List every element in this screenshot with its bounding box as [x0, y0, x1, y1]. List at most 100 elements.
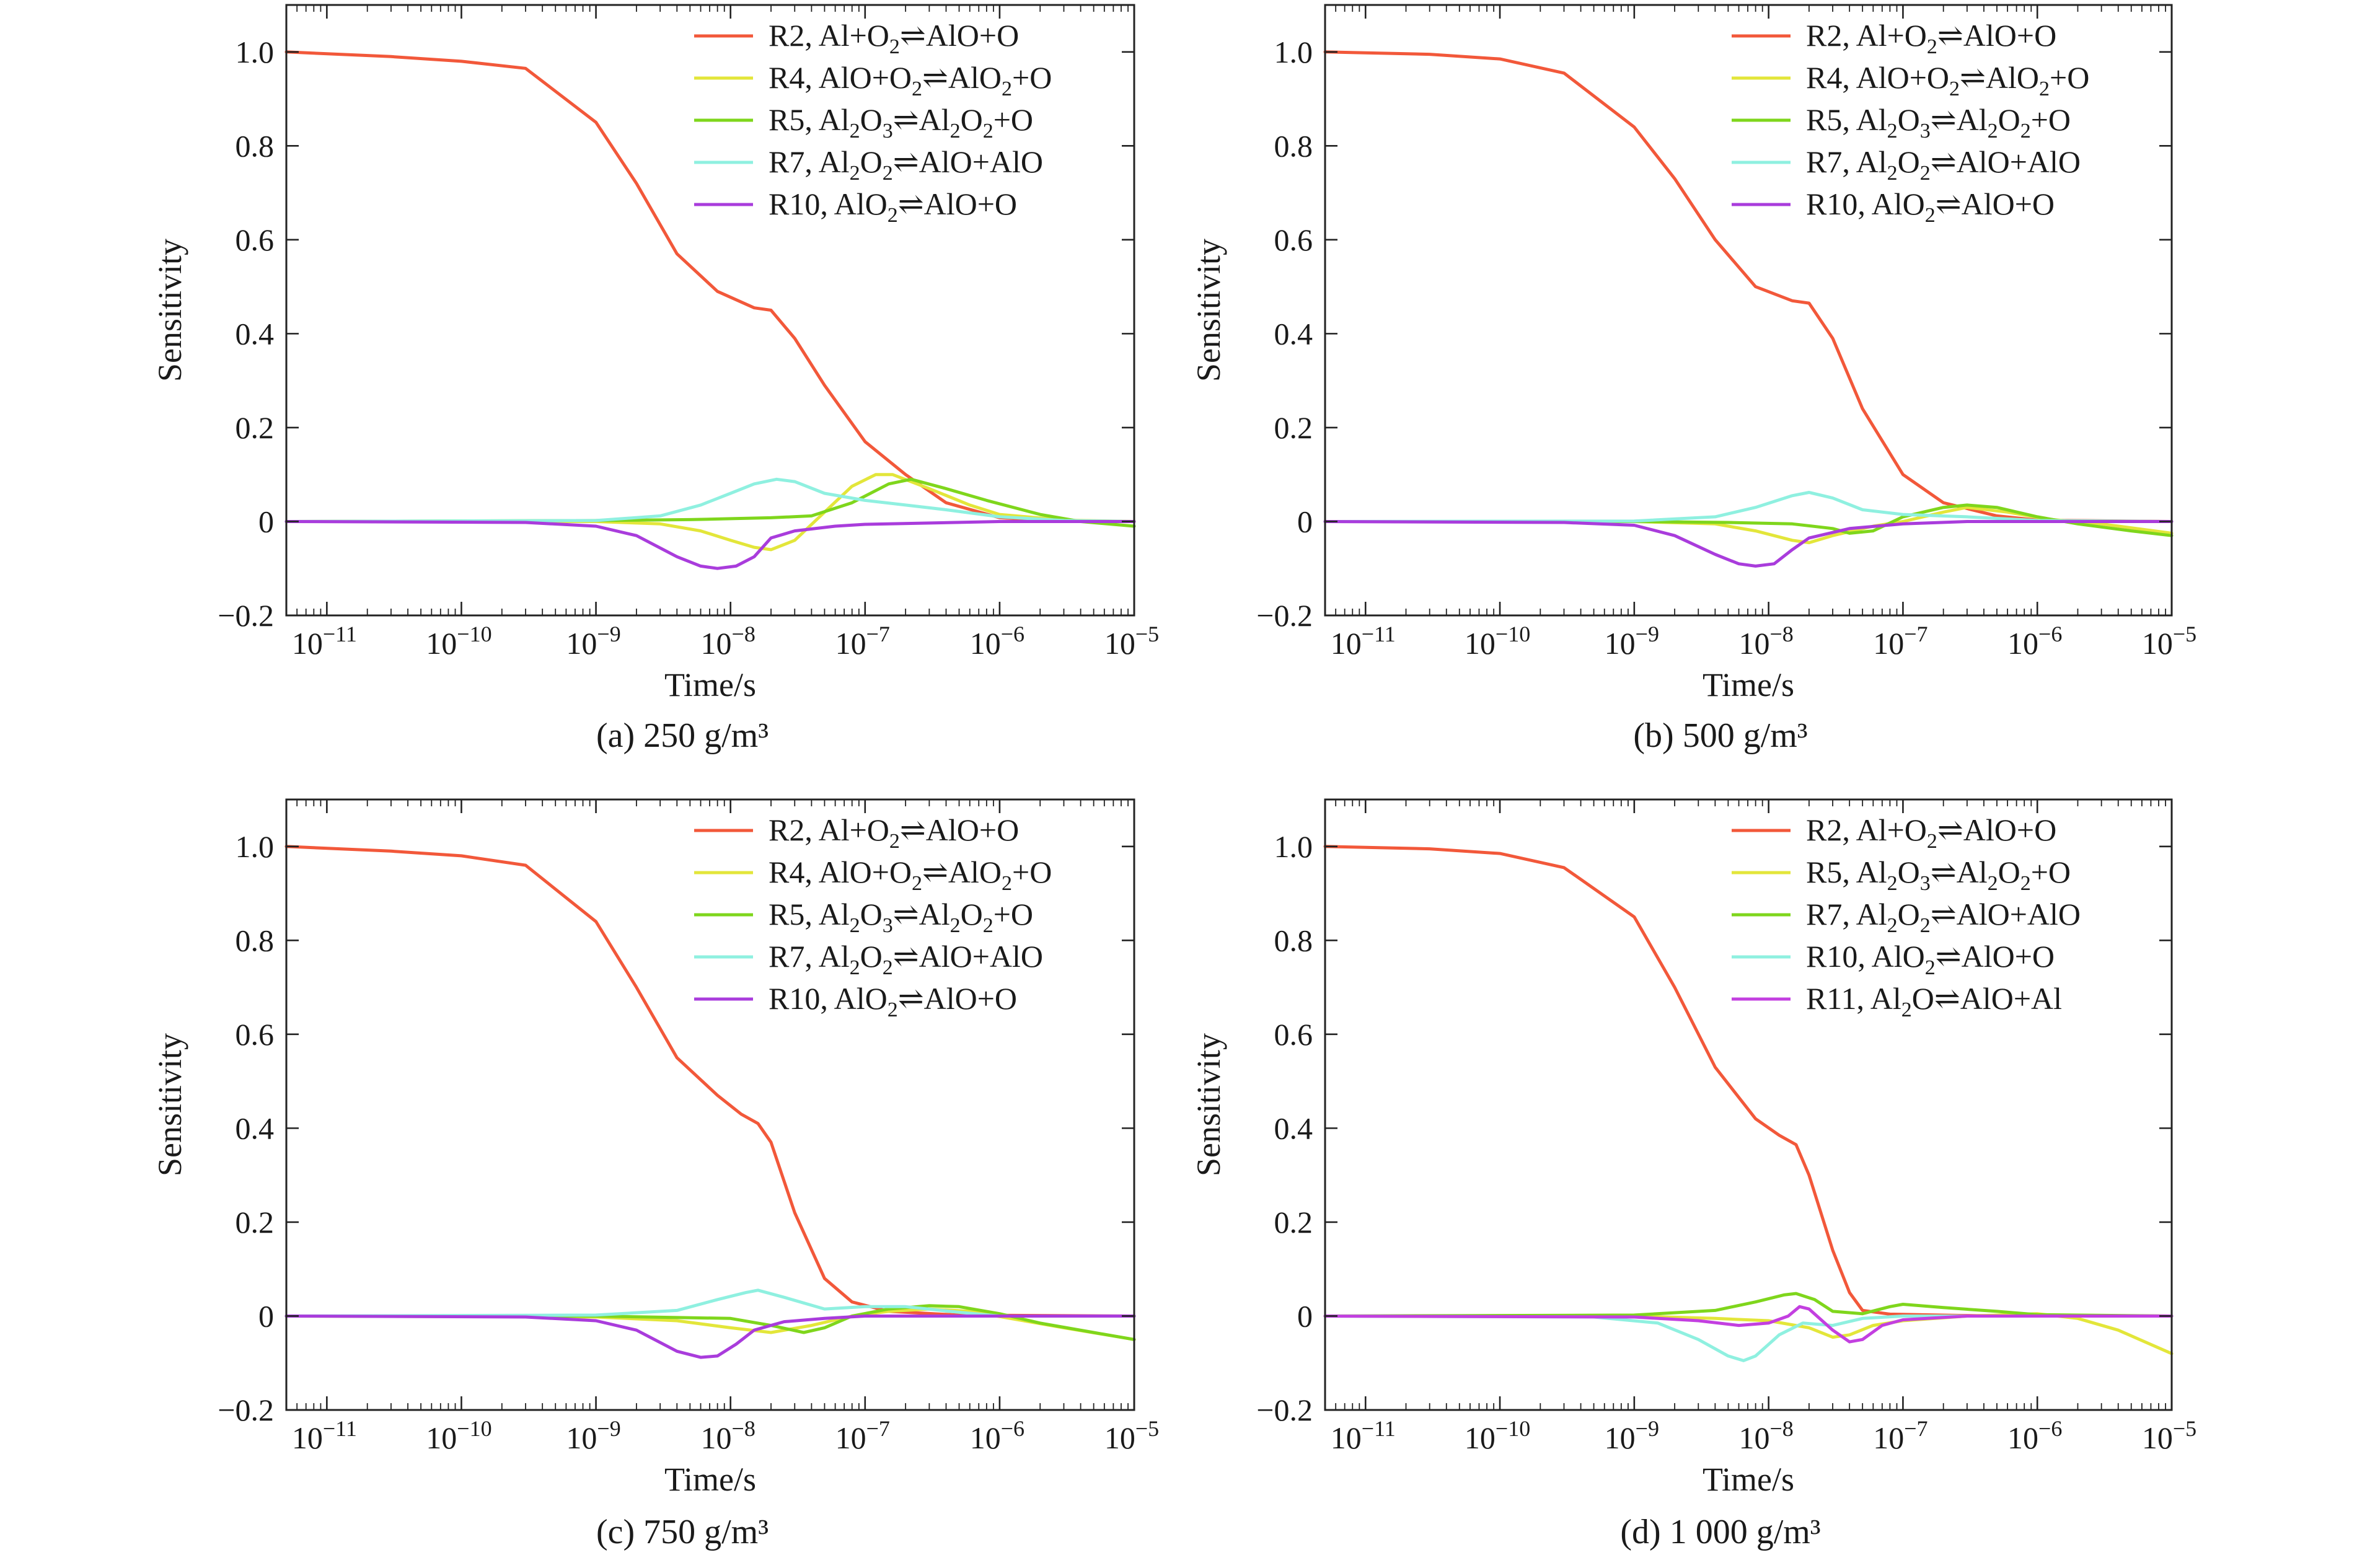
x-tick-label: 10−9 — [1605, 1416, 1659, 1455]
y-tick-label: 0 — [1297, 1298, 1313, 1333]
x-tick-label: 10−10 — [426, 1416, 491, 1455]
x-tick-base: 10 — [2007, 1420, 2038, 1455]
x-tick-exponent: −11 — [323, 1416, 357, 1441]
x-tick-exponent: −5 — [2173, 1416, 2196, 1441]
y-tick-label: 0.6 — [1274, 1017, 1313, 1052]
x-tick-base: 10 — [1605, 1420, 1636, 1455]
x-tick-base: 10 — [292, 626, 323, 661]
x-tick-base: 10 — [1873, 626, 1904, 661]
panel-caption: (d) 1 000 g/m³ — [1620, 1513, 1820, 1551]
y-tick-label: −0.2 — [218, 598, 274, 633]
y-tick-label: 0 — [258, 504, 274, 539]
panel-b: −0.200.20.40.60.81.010−11 10−10 10−9 10−8 10… — [1190, 4, 2196, 755]
x-tick-exponent: −8 — [1769, 1416, 1793, 1441]
panel-a: −0.200.20.40.60.81.010−11 10−10 10−9 10−8 10… — [151, 4, 1159, 755]
x-tick-exponent: −5 — [1135, 1416, 1159, 1441]
x-axis-title: Time/s — [1703, 1461, 1794, 1498]
series-line-2 — [284, 1307, 1136, 1341]
x-tick-base: 10 — [426, 626, 457, 661]
x-tick-exponent: −9 — [597, 622, 620, 646]
series-line-5 — [284, 520, 1136, 570]
y-axis-title: Sensitivity — [151, 239, 188, 382]
x-tick-base: 10 — [970, 1420, 1001, 1455]
x-tick-label: 10−5 — [1104, 622, 1159, 661]
legend-label-2: R5, Al2O3⇌Al2O2+O — [1806, 855, 2071, 895]
legend-label-1: R2, Al+O2⇌AlO+O — [1806, 18, 2056, 58]
x-tick-base: 10 — [701, 1420, 732, 1455]
y-tick-label: 0.6 — [236, 222, 275, 257]
series-line-3 — [284, 1304, 1136, 1341]
x-tick-label: 10−9 — [566, 622, 620, 661]
y-tick-label: −0.2 — [1256, 1393, 1313, 1427]
x-tick-exponent: −7 — [1904, 1416, 1927, 1441]
legend-label-3: R7, Al2O2⇌AlO+AlO — [1806, 897, 2081, 937]
x-tick-exponent: −5 — [1135, 622, 1159, 646]
series-line-4 — [1323, 491, 2174, 523]
x-tick-label: 10−10 — [1465, 1416, 1530, 1455]
series-line-5 — [1323, 520, 2174, 568]
y-axis-title: Sensitivity — [1190, 239, 1227, 382]
series-line-1 — [284, 50, 1136, 523]
legend-label-5: R10, AlO2⇌AlO+O — [769, 187, 1017, 227]
x-tick-base: 10 — [566, 1420, 597, 1455]
x-tick-exponent: −6 — [1001, 1416, 1024, 1441]
y-axis-title: Sensitivity — [1190, 1033, 1227, 1176]
x-tick-base: 10 — [970, 626, 1001, 661]
y-tick-label: 0.8 — [236, 128, 275, 163]
x-tick-label: 10−11 — [292, 622, 357, 661]
legend-label-4: R7, Al2O2⇌AlO+AlO — [769, 144, 1043, 185]
x-tick-label: 10−11 — [1331, 1416, 1396, 1455]
x-tick-exponent: −10 — [457, 622, 491, 646]
y-tick-label: 0.4 — [236, 1111, 275, 1145]
x-tick-exponent: −10 — [457, 1416, 491, 1441]
y-tick-label: 0.2 — [1274, 1205, 1313, 1240]
x-tick-base: 10 — [292, 1420, 323, 1455]
x-tick-base: 10 — [1465, 1420, 1496, 1455]
x-tick-exponent: −8 — [732, 622, 756, 646]
x-tick-exponent: −8 — [1769, 622, 1793, 646]
x-tick-exponent: −5 — [2173, 622, 2196, 646]
x-tick-exponent: −8 — [732, 1416, 756, 1441]
series-line-4 — [1323, 1315, 2174, 1362]
panel-caption: (a) 250 g/m³ — [596, 716, 769, 755]
x-tick-base: 10 — [2142, 1420, 2173, 1455]
x-tick-base: 10 — [1605, 626, 1636, 661]
x-tick-exponent: −11 — [1362, 622, 1396, 646]
x-tick-label: 10−7 — [835, 622, 890, 661]
legend-label-4: R7, Al2O2⇌AlO+AlO — [769, 939, 1043, 979]
y-tick-label: 0 — [258, 1298, 274, 1333]
series-line-4 — [284, 1288, 1136, 1318]
y-tick-label: 0.6 — [236, 1017, 275, 1052]
series-line-5 — [284, 1315, 1136, 1359]
series-line-1 — [284, 845, 1136, 1318]
panel-c: −0.200.20.40.60.81.010−11 10−10 10−9 10−8 10… — [151, 798, 1159, 1551]
x-axis-title: Time/s — [664, 666, 756, 703]
legend-label-5: R11, Al2O⇌AlO+Al — [1806, 981, 2062, 1021]
legend-label-4: R10, AlO2⇌AlO+O — [1806, 939, 2055, 979]
x-tick-exponent: −9 — [1636, 1416, 1659, 1441]
series-line-5 — [1323, 1305, 2174, 1344]
x-tick-base: 10 — [566, 626, 597, 661]
legend-label-1: R2, Al+O2⇌AlO+O — [769, 18, 1019, 58]
x-tick-base: 10 — [1331, 626, 1362, 661]
y-tick-label: −0.2 — [218, 1393, 274, 1427]
x-tick-label: 10−9 — [566, 1416, 620, 1455]
plot-frame — [285, 798, 1135, 1411]
y-tick-label: 0 — [1297, 504, 1313, 539]
y-tick-label: 0.2 — [236, 1205, 275, 1240]
series-line-3 — [1323, 1292, 2174, 1318]
y-tick-label: 0.2 — [1274, 410, 1313, 445]
y-tick-label: 1.0 — [236, 35, 275, 69]
y-tick-label: 1.0 — [236, 829, 275, 864]
y-tick-label: 0.8 — [236, 923, 275, 958]
x-tick-base: 10 — [1104, 1420, 1135, 1455]
legend-label-1: R2, Al+O2⇌AlO+O — [769, 813, 1019, 853]
x-tick-base: 10 — [426, 1420, 457, 1455]
x-tick-exponent: −10 — [1496, 1416, 1530, 1441]
y-tick-label: 0.4 — [1274, 1111, 1313, 1145]
x-tick-label: 10−5 — [2142, 622, 2196, 661]
y-tick-label: −0.2 — [1256, 598, 1313, 633]
x-tick-exponent: −7 — [866, 622, 890, 646]
plot-frame — [1324, 798, 2173, 1411]
x-tick-label: 10−5 — [2142, 1416, 2196, 1455]
